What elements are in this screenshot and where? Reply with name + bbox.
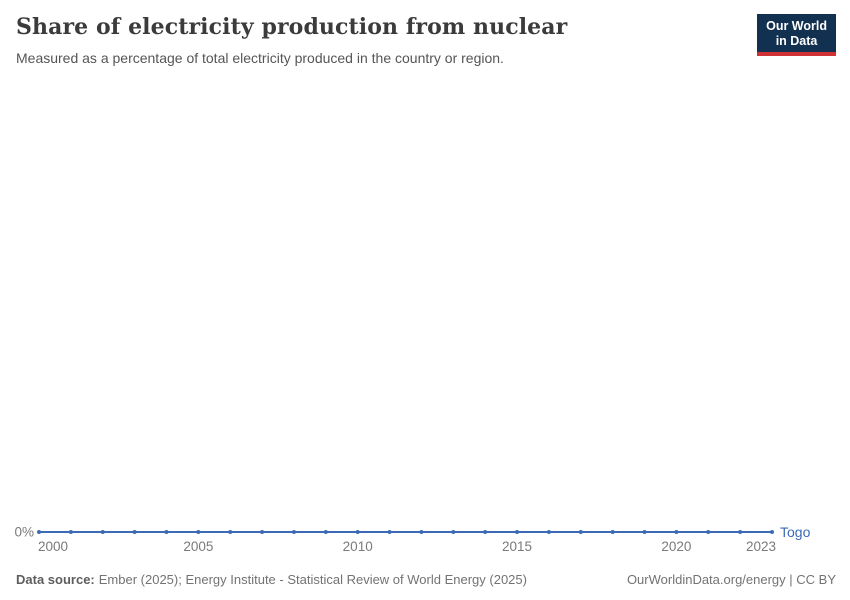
data-point-dot (228, 530, 233, 534)
x-axis-tick-label: 2000 (38, 539, 68, 554)
data-source-label: Data source: (16, 572, 95, 587)
data-point-dot (770, 530, 774, 534)
data-point-dot (706, 530, 711, 534)
owid-logo: Our World in Data (757, 14, 836, 56)
entity-label[interactable]: Togo (780, 524, 811, 540)
data-point-dot (515, 530, 520, 534)
data-source: Data source: Ember (2025); Energy Institu… (16, 572, 527, 587)
data-point-dot (323, 530, 328, 534)
data-point-dot (291, 530, 296, 534)
y-axis-zero-label: 0% (14, 525, 34, 540)
x-axis-tick-label: 2015 (502, 539, 532, 554)
data-point-dot (610, 530, 615, 534)
chart-header: Share of electricity production from nuc… (16, 14, 750, 67)
owid-logo-line2: in Data (775, 34, 818, 48)
owid-logo-line1: Our World (766, 19, 827, 33)
data-point-dot (164, 530, 169, 534)
footer-link[interactable]: OurWorldinData.org/energy | CC BY (626, 572, 836, 587)
x-axis-tick-label: 2005 (183, 539, 213, 554)
data-source-text: Ember (2025); Energy Institute - Statist… (98, 572, 527, 587)
data-point-dot (546, 530, 551, 534)
data-point-dot (355, 530, 360, 534)
data-point-dot (419, 530, 424, 534)
data-point-dot (674, 530, 679, 534)
data-point-dot (642, 530, 647, 534)
data-point-dot (387, 530, 392, 534)
chart-footer: Data source: Ember (2025); Energy Institu… (16, 572, 836, 587)
x-axis-tick-label: 2023 (746, 539, 776, 554)
chart-subtitle: Measured as a percentage of total electr… (16, 49, 504, 66)
data-point-dot (68, 530, 73, 534)
data-point-dot (483, 530, 488, 534)
data-point-dot (132, 530, 137, 534)
data-point-dot (37, 530, 41, 534)
x-axis-tick-label: 2010 (343, 539, 373, 554)
page-title: Share of electricity production from nuc… (16, 14, 568, 40)
data-point-dot (196, 530, 201, 534)
data-point-dot (100, 530, 105, 534)
x-axis-tick-label: 2020 (661, 539, 691, 554)
data-point-dot (260, 530, 265, 534)
data-point-dot (451, 530, 456, 534)
data-point-dot (578, 530, 583, 534)
data-point-dot (738, 530, 743, 534)
